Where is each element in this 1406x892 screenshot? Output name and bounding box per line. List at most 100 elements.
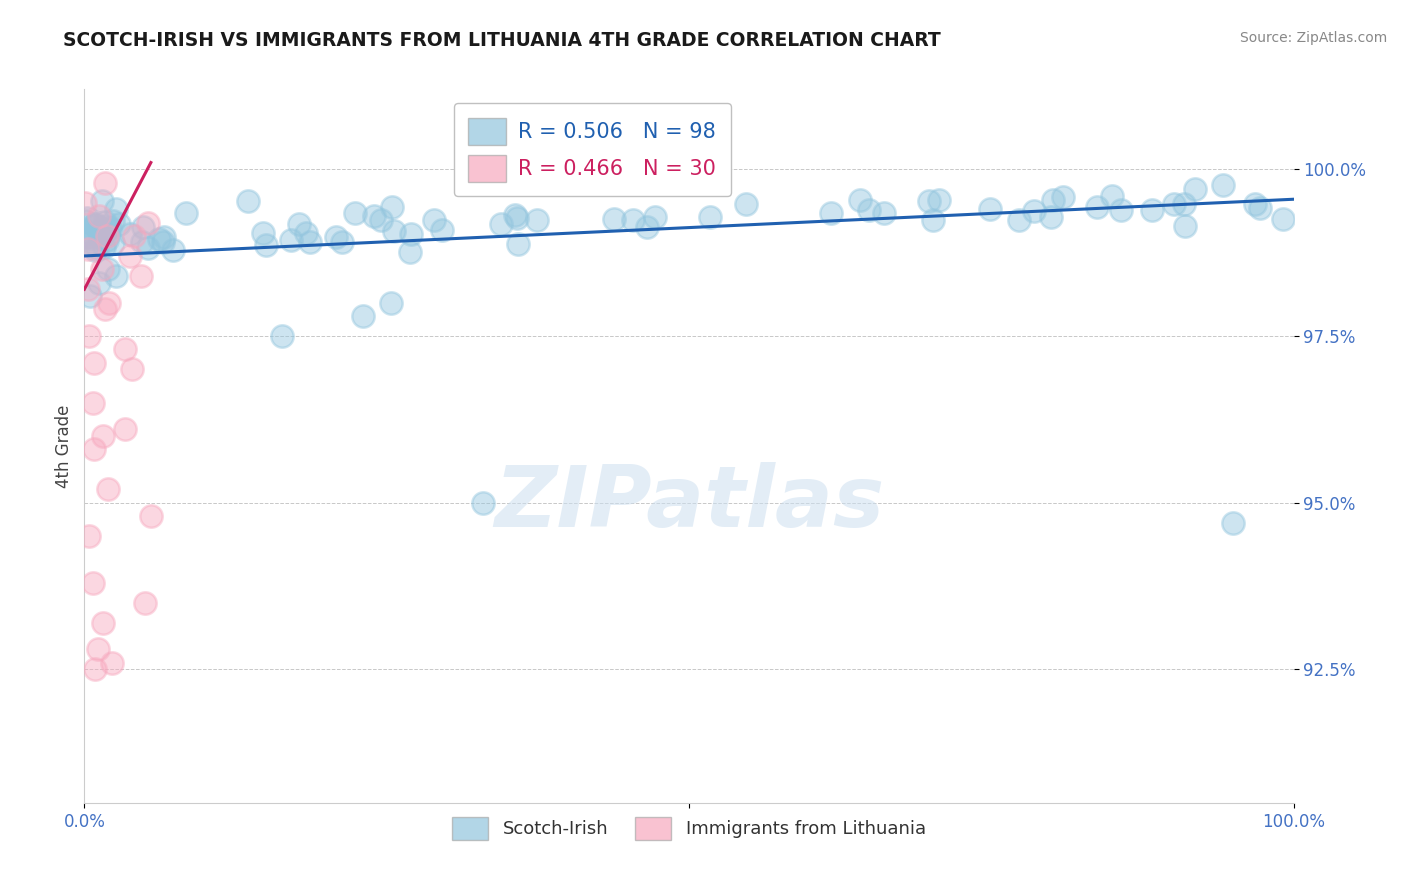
Point	[1244, 196, 1267, 211]
Point	[1039, 210, 1062, 224]
Point	[93, 176, 115, 190]
Point	[1022, 203, 1045, 218]
Point	[77, 282, 100, 296]
Point	[153, 229, 176, 244]
Point	[849, 193, 872, 207]
Point	[97, 262, 120, 277]
Point	[1184, 182, 1206, 196]
Point	[94, 223, 117, 237]
Point	[1042, 193, 1064, 207]
Point	[83, 442, 105, 457]
Point	[1008, 213, 1031, 227]
Point	[97, 295, 120, 310]
Point	[139, 509, 162, 524]
Point	[129, 268, 152, 283]
Point	[921, 213, 943, 227]
Point	[82, 395, 104, 409]
Point	[101, 213, 124, 227]
Point	[91, 262, 114, 277]
Point	[84, 218, 107, 232]
Point	[89, 231, 111, 245]
Point	[325, 230, 347, 244]
Point	[118, 249, 141, 263]
Point	[96, 234, 118, 248]
Point	[84, 662, 107, 676]
Point	[87, 642, 110, 657]
Point	[87, 276, 110, 290]
Point	[84, 217, 107, 231]
Point	[872, 206, 894, 220]
Point	[270, 329, 292, 343]
Point	[152, 235, 174, 249]
Point	[254, 238, 277, 252]
Point	[735, 196, 758, 211]
Point	[1174, 219, 1197, 233]
Point	[93, 215, 115, 229]
Point	[77, 329, 100, 343]
Point	[370, 213, 392, 227]
Y-axis label: 4th Grade: 4th Grade	[55, 404, 73, 488]
Point	[344, 205, 367, 219]
Point	[80, 235, 103, 250]
Point	[382, 224, 405, 238]
Point	[91, 429, 114, 443]
Point	[252, 226, 274, 240]
Point	[1272, 212, 1295, 227]
Point	[79, 230, 101, 244]
Point	[75, 226, 97, 240]
Point	[96, 228, 118, 243]
Point	[1211, 178, 1233, 193]
Point	[114, 343, 136, 357]
Point	[918, 194, 941, 209]
Point	[114, 422, 136, 436]
Point	[1173, 196, 1195, 211]
Point	[330, 235, 353, 249]
Point	[75, 228, 97, 243]
Point	[94, 219, 117, 233]
Point	[93, 302, 115, 317]
Point	[399, 245, 422, 260]
Point	[699, 210, 721, 224]
Point	[121, 362, 143, 376]
Point	[295, 226, 318, 240]
Point	[381, 200, 404, 214]
Point	[122, 228, 145, 243]
Point	[131, 235, 153, 249]
Point	[89, 209, 111, 223]
Point	[623, 213, 645, 227]
Point	[107, 217, 129, 231]
Point	[503, 208, 526, 222]
Point	[120, 227, 142, 242]
Point	[1140, 203, 1163, 218]
Point	[287, 217, 309, 231]
Point	[84, 219, 107, 234]
Point	[174, 206, 197, 220]
Point	[77, 242, 100, 256]
Point	[430, 223, 453, 237]
Point	[506, 211, 529, 225]
Point	[1109, 203, 1132, 218]
Point	[399, 227, 422, 242]
Text: ZIPatlas: ZIPatlas	[494, 461, 884, 545]
Point	[1249, 202, 1271, 216]
Point	[97, 483, 120, 497]
Point	[472, 496, 495, 510]
Point	[136, 216, 159, 230]
Point	[636, 220, 658, 235]
Point	[380, 295, 402, 310]
Point	[979, 202, 1001, 217]
Point	[1052, 190, 1074, 204]
Point	[76, 211, 98, 225]
Point	[83, 356, 105, 370]
Point	[83, 243, 105, 257]
Point	[1163, 197, 1185, 211]
Point	[101, 235, 124, 250]
Point	[93, 240, 115, 254]
Point	[134, 596, 156, 610]
Point	[1101, 189, 1123, 203]
Point	[91, 615, 114, 630]
Point	[820, 206, 842, 220]
Point	[101, 656, 124, 670]
Point	[928, 193, 950, 207]
Point	[1222, 516, 1244, 530]
